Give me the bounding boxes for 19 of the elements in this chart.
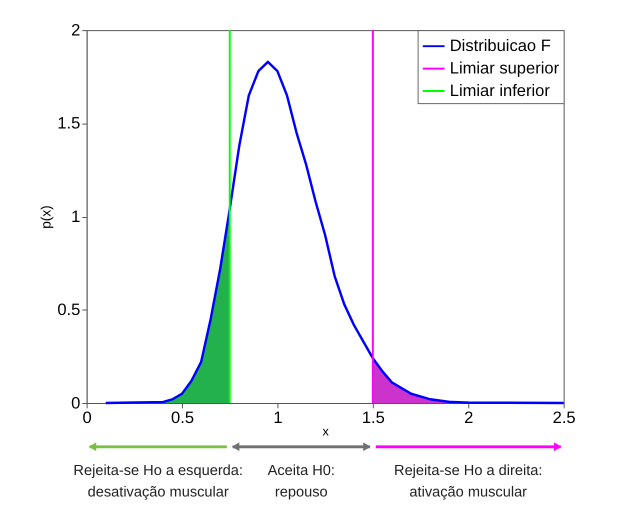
- x-axis-title: x: [322, 424, 330, 439]
- x-tick-label: 2.5: [552, 408, 576, 427]
- x-tick-label: 2: [464, 408, 474, 427]
- legend-label: Distribuicao F: [450, 36, 551, 56]
- legend-label: Limiar inferior: [450, 80, 550, 100]
- text: Rejeita-se Ho a esquerda: desativação muscular: [73, 463, 243, 500]
- x-tick-label: 0.5: [171, 408, 194, 427]
- y-axis-title: p(x): [38, 205, 54, 229]
- x-tick-label: 1: [273, 408, 283, 427]
- text: Aceita H0: repouso: [268, 463, 335, 500]
- x-tick-label: 1.5: [362, 408, 385, 427]
- y-tick-label: 2: [71, 20, 80, 40]
- y-tick-label: 1: [71, 206, 80, 226]
- text: Rejeita-se Ho a direita: ativação muscular: [394, 463, 542, 500]
- y-tick-label: 1.5: [57, 114, 80, 133]
- y-tick-label: 0.5: [57, 300, 80, 320]
- line-series: [104, 60, 565, 404]
- y-tick-label: 0: [71, 393, 80, 412]
- legend-label: Limiar superior: [450, 58, 560, 78]
